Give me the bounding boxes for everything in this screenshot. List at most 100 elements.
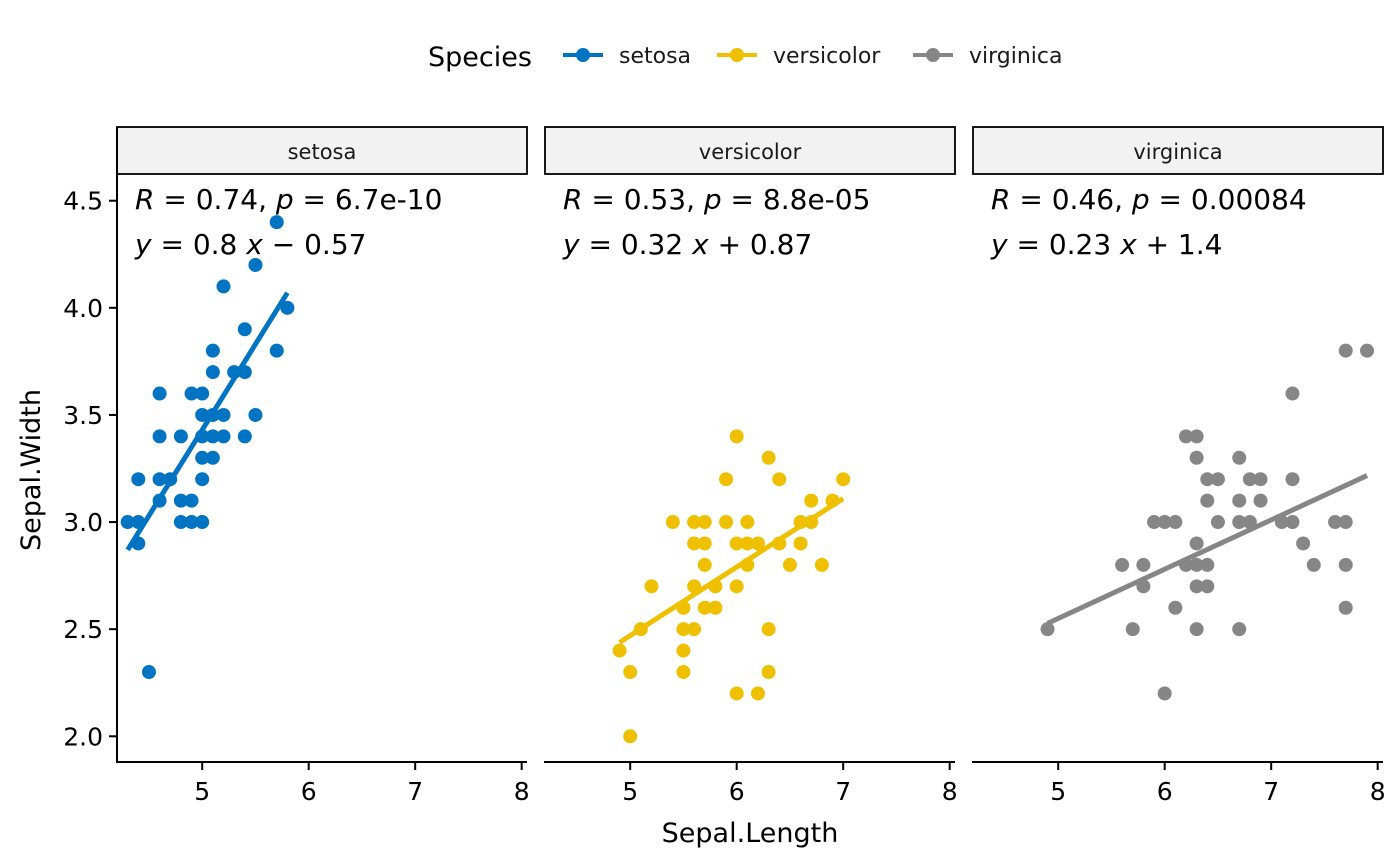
x-tick-label-setosa-8: 8 xyxy=(514,777,530,806)
panel-virginica: virginica 5 6 7 8 R = 0.46, p = 0.00084 y = 0.… xyxy=(972,126,1386,806)
data-point-versicolor-23 xyxy=(729,536,744,551)
data-point-versicolor-21 xyxy=(719,515,734,530)
data-point-virginica-19 xyxy=(1200,493,1215,508)
stat-correlation-setosa-part-3: = 6.7e-10 xyxy=(294,183,443,216)
data-point-virginica-10 xyxy=(1178,429,1193,444)
stat-correlation-virginica: R = 0.46, p = 0.00084 xyxy=(991,183,1307,216)
data-point-setosa-6 xyxy=(152,429,167,444)
data-point-virginica-36 xyxy=(1296,536,1311,551)
data-point-setosa-17 xyxy=(195,407,210,422)
stat-equation-versicolor: y = 0.32 x + 0.87 xyxy=(562,228,812,261)
x-tick-label-setosa-6: 6 xyxy=(301,777,317,806)
legend-entry-versicolor: versicolor xyxy=(717,44,881,69)
data-point-setosa-38 xyxy=(280,300,295,315)
data-point-versicolor-0 xyxy=(612,643,627,658)
data-point-setosa-0 xyxy=(120,515,135,530)
data-point-virginica-30 xyxy=(1253,472,1268,487)
data-point-virginica-18 xyxy=(1200,472,1215,487)
data-point-virginica-37 xyxy=(1306,557,1321,572)
data-point-versicolor-9 xyxy=(676,665,691,680)
data-point-versicolor-32 xyxy=(761,622,776,637)
x-tick-label-virginica-6: 6 xyxy=(1157,777,1173,806)
stat-correlation-versicolor-part-1: = 0.53, xyxy=(582,183,703,216)
data-point-setosa-20 xyxy=(195,472,210,487)
data-point-setosa-26 xyxy=(205,450,220,465)
stat-correlation-versicolor: R = 0.53, p = 8.8e-05 xyxy=(563,183,870,216)
data-point-virginica-20 xyxy=(1200,557,1215,572)
data-point-versicolor-25 xyxy=(729,686,744,701)
x-tick-label-versicolor-5: 5 xyxy=(622,777,638,806)
data-point-virginica-34 xyxy=(1285,472,1300,487)
data-point-versicolor-34 xyxy=(772,472,787,487)
legend-label-setosa: setosa xyxy=(619,44,691,69)
stat-correlation-setosa-part-1: = 0.74, xyxy=(154,183,275,216)
facet-panels: setosa 5 6 7 8 2.0 2.5 3.0 3.5 4.0 4.5 R = 0.74, p … xyxy=(63,126,1386,806)
stat-equation-versicolor-part-1: = 0.32 xyxy=(580,228,693,261)
data-point-setosa-19 xyxy=(195,450,210,465)
data-point-setosa-23 xyxy=(205,365,220,380)
stat-correlation-setosa-part-2: p xyxy=(275,183,294,216)
data-point-virginica-9 xyxy=(1168,600,1183,615)
stat-correlation-setosa: R = 0.74, p = 6.7e-10 xyxy=(135,183,442,216)
data-point-setosa-36 xyxy=(269,215,284,230)
data-point-versicolor-38 xyxy=(793,536,808,551)
strip-label-virginica: virginica xyxy=(1133,140,1222,164)
data-point-setosa-5 xyxy=(152,386,167,401)
x-tick-label-virginica-5: 5 xyxy=(1050,777,1066,806)
data-point-versicolor-36 xyxy=(782,557,797,572)
stat-correlation-versicolor-part-3: = 8.8e-05 xyxy=(722,183,871,216)
data-point-setosa-31 xyxy=(237,322,252,337)
data-point-setosa-12 xyxy=(173,515,188,530)
data-point-versicolor-13 xyxy=(687,622,702,637)
regression-line-setosa xyxy=(125,291,290,552)
data-point-versicolor-8 xyxy=(676,643,691,658)
data-point-versicolor-39 xyxy=(804,493,819,508)
data-point-virginica-23 xyxy=(1210,515,1225,530)
data-point-versicolor-19 xyxy=(708,600,723,615)
x-axis-title: Sepal.Length xyxy=(662,818,839,849)
data-point-virginica-42 xyxy=(1338,600,1353,615)
data-point-versicolor-33 xyxy=(761,665,776,680)
data-point-versicolor-22 xyxy=(729,429,744,444)
data-point-versicolor-27 xyxy=(740,536,755,551)
strip-versicolor xyxy=(544,126,956,175)
data-point-versicolor-26 xyxy=(740,515,755,530)
data-point-virginica-2 xyxy=(1125,622,1140,637)
data-point-virginica-24 xyxy=(1232,450,1247,465)
strip-label-setosa: setosa xyxy=(288,140,357,164)
data-point-versicolor-14 xyxy=(697,515,712,530)
x-tick-label-virginica-8: 8 xyxy=(1370,777,1386,806)
regression-line-versicolor xyxy=(618,496,845,645)
regression-line-virginica xyxy=(1046,473,1369,626)
data-point-versicolor-15 xyxy=(697,536,712,551)
data-point-setosa-13 xyxy=(184,386,199,401)
data-point-versicolor-24 xyxy=(729,579,744,594)
data-point-virginica-13 xyxy=(1189,450,1204,465)
panel-setosa: setosa 5 6 7 8 2.0 2.5 3.0 3.5 4.0 4.5 R = 0.74, p … xyxy=(63,126,530,806)
y-axis-title: Sepal.Width xyxy=(16,389,47,551)
stat-correlation-setosa-part-0: R xyxy=(135,183,154,216)
x-tick-label-versicolor-6: 6 xyxy=(729,777,745,806)
legend-label-versicolor: versicolor xyxy=(773,44,881,69)
y-tick-label-4.5: 4.5 xyxy=(63,187,103,216)
data-point-virginica-41 xyxy=(1338,557,1353,572)
data-point-virginica-35 xyxy=(1285,515,1300,530)
data-point-versicolor-31 xyxy=(761,450,776,465)
legend-key-point-setosa xyxy=(576,48,590,62)
stat-correlation-virginica-part-1: = 0.46, xyxy=(1010,183,1131,216)
legend-title: Species xyxy=(428,42,532,73)
data-point-versicolor-17 xyxy=(697,600,712,615)
stat-equation-versicolor-part-0: y xyxy=(562,228,580,261)
data-point-setosa-16 xyxy=(195,386,210,401)
data-point-versicolor-11 xyxy=(687,536,702,551)
data-point-virginica-26 xyxy=(1232,515,1247,530)
stat-equation-virginica-part-0: y xyxy=(990,228,1008,261)
data-point-virginica-40 xyxy=(1338,515,1353,530)
x-tick-label-setosa-5: 5 xyxy=(194,777,210,806)
data-point-setosa-21 xyxy=(195,515,210,530)
stat-equation-setosa-part-1: = 0.8 xyxy=(152,228,247,261)
data-point-versicolor-29 xyxy=(750,536,765,551)
y-tick-label-4: 4.0 xyxy=(63,294,103,323)
data-point-virginica-5 xyxy=(1147,515,1162,530)
data-point-versicolor-4 xyxy=(644,579,659,594)
